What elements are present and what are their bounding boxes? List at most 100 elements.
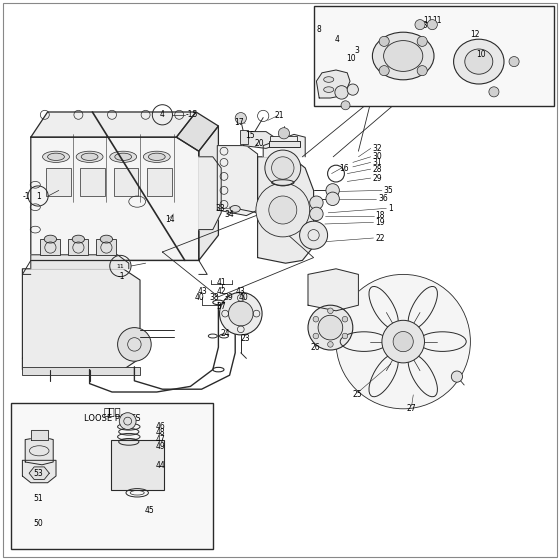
Text: 30: 30	[372, 152, 382, 161]
Circle shape	[342, 333, 348, 339]
Text: 31: 31	[372, 158, 382, 167]
Ellipse shape	[324, 87, 334, 92]
Polygon shape	[308, 269, 358, 311]
Text: 11: 11	[432, 16, 442, 25]
Ellipse shape	[372, 32, 434, 80]
Bar	[22, 367, 140, 375]
Ellipse shape	[454, 39, 504, 84]
Bar	[11, 403, 213, 549]
Circle shape	[313, 333, 319, 339]
Circle shape	[336, 274, 470, 409]
Text: 12: 12	[470, 30, 480, 39]
Ellipse shape	[143, 151, 170, 162]
Text: 37: 37	[217, 302, 227, 311]
Circle shape	[393, 332, 413, 352]
Circle shape	[509, 57, 519, 67]
Text: 50: 50	[34, 519, 43, 528]
Circle shape	[235, 113, 246, 124]
Polygon shape	[31, 255, 129, 269]
Polygon shape	[22, 269, 140, 370]
Text: 45: 45	[144, 506, 154, 515]
Text: 1: 1	[388, 204, 393, 213]
Circle shape	[272, 157, 294, 179]
Polygon shape	[31, 430, 48, 440]
Text: 18: 18	[375, 211, 385, 220]
Text: 28: 28	[372, 165, 382, 174]
Text: 40: 40	[238, 293, 248, 302]
Ellipse shape	[48, 153, 64, 161]
Text: 49: 49	[156, 442, 165, 451]
Bar	[80, 168, 105, 196]
Text: 43: 43	[236, 287, 246, 296]
Text: 1: 1	[36, 192, 40, 200]
Ellipse shape	[44, 235, 57, 243]
Bar	[314, 6, 554, 106]
Text: 同梱品: 同梱品	[103, 407, 121, 417]
Text: 20: 20	[255, 139, 264, 148]
Circle shape	[228, 301, 253, 326]
Bar	[240, 130, 248, 144]
Ellipse shape	[76, 151, 103, 162]
Circle shape	[300, 221, 328, 249]
Circle shape	[308, 305, 353, 350]
Polygon shape	[176, 112, 218, 151]
Polygon shape	[199, 126, 218, 260]
Text: 41: 41	[217, 278, 227, 287]
Text: 36: 36	[378, 194, 388, 203]
Text: 42: 42	[217, 287, 227, 296]
Text: 29: 29	[372, 174, 382, 183]
Ellipse shape	[100, 235, 113, 243]
Text: 35: 35	[384, 186, 393, 195]
Circle shape	[318, 315, 343, 340]
Circle shape	[328, 308, 333, 314]
Text: -1: -1	[118, 272, 125, 281]
Text: 11: 11	[116, 264, 124, 268]
Circle shape	[341, 101, 350, 110]
Circle shape	[326, 184, 339, 197]
Circle shape	[415, 20, 425, 30]
Polygon shape	[258, 157, 314, 263]
Ellipse shape	[81, 153, 98, 161]
Ellipse shape	[148, 153, 165, 161]
Polygon shape	[25, 437, 53, 465]
Text: -15: -15	[186, 110, 198, 119]
Circle shape	[269, 196, 297, 224]
Circle shape	[451, 371, 463, 382]
Bar	[147, 168, 172, 196]
Circle shape	[119, 413, 136, 430]
Ellipse shape	[43, 151, 69, 162]
Polygon shape	[316, 70, 350, 98]
Text: 10: 10	[476, 50, 486, 59]
Text: 17: 17	[234, 118, 244, 127]
Polygon shape	[22, 460, 56, 483]
Circle shape	[382, 320, 424, 363]
Text: 14: 14	[165, 215, 175, 224]
Bar	[111, 440, 164, 490]
Text: 4: 4	[335, 35, 340, 44]
Text: 4: 4	[160, 110, 165, 119]
Text: 47: 47	[156, 435, 165, 444]
Text: 23: 23	[241, 334, 250, 343]
Circle shape	[335, 86, 348, 99]
Circle shape	[265, 150, 301, 186]
Text: 53: 53	[34, 469, 43, 478]
Text: 26: 26	[311, 343, 320, 352]
Bar	[46, 168, 71, 196]
Text: 21: 21	[274, 111, 284, 120]
Text: 44: 44	[156, 461, 165, 470]
Text: 25: 25	[353, 390, 362, 399]
Text: 10: 10	[346, 54, 356, 63]
Polygon shape	[199, 157, 221, 230]
Text: 15: 15	[245, 131, 255, 140]
Text: 34: 34	[224, 210, 234, 219]
Bar	[270, 136, 297, 141]
Ellipse shape	[110, 151, 137, 162]
Polygon shape	[244, 132, 274, 148]
Polygon shape	[263, 134, 305, 157]
Text: 11: 11	[423, 16, 432, 25]
Circle shape	[310, 207, 323, 221]
Text: 3: 3	[354, 46, 360, 55]
Ellipse shape	[465, 49, 493, 74]
Circle shape	[278, 128, 290, 139]
Circle shape	[220, 292, 262, 335]
